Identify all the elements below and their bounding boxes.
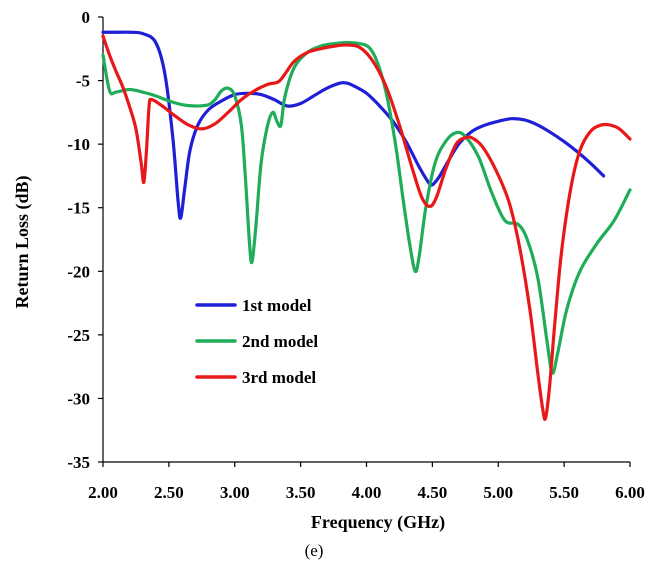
- x-tick-label: 6.00: [615, 483, 645, 502]
- figure-caption: (e): [305, 541, 324, 560]
- series-2nd-model: [101, 40, 632, 375]
- y-tick-label: -35: [67, 453, 90, 472]
- series-1st-model: [101, 30, 606, 220]
- x-tick-label: 4.00: [352, 483, 382, 502]
- legend-label: 3rd model: [242, 368, 316, 387]
- x-tick-label: 4.50: [418, 483, 448, 502]
- series-3rd-model: [101, 34, 632, 421]
- y-tick-label: -15: [67, 199, 90, 218]
- legend-label: 2nd model: [242, 332, 318, 351]
- x-tick-label: 5.00: [483, 483, 513, 502]
- x-tick-label: 2.50: [154, 483, 184, 502]
- y-tick-label: -20: [67, 262, 90, 281]
- x-axis-ticks: 2.00 2.50 3.00 3.50 4.00 4.50 5.00 5.50 6.00: [88, 462, 645, 502]
- legend-label: 1st model: [242, 296, 312, 315]
- legend: 1st model 2nd model 3rd model: [195, 296, 318, 387]
- x-tick-label: 3.00: [220, 483, 250, 502]
- y-tick-label: -30: [67, 389, 90, 408]
- series-group: [101, 30, 632, 421]
- y-axis-label: Return Loss (dB): [12, 175, 33, 308]
- x-axis-label: Frequency (GHz): [311, 512, 445, 533]
- x-tick-label: 2.00: [88, 483, 118, 502]
- y-tick-label: -5: [76, 72, 90, 91]
- y-axis-ticks: 0 -5 -10 -15 -20 -25 -30 -35: [67, 8, 103, 472]
- y-tick-label: -10: [67, 135, 90, 154]
- x-tick-label: 3.50: [286, 483, 316, 502]
- x-tick-label: 5.50: [549, 483, 579, 502]
- y-tick-label: 0: [82, 8, 91, 27]
- y-tick-label: -25: [67, 326, 90, 345]
